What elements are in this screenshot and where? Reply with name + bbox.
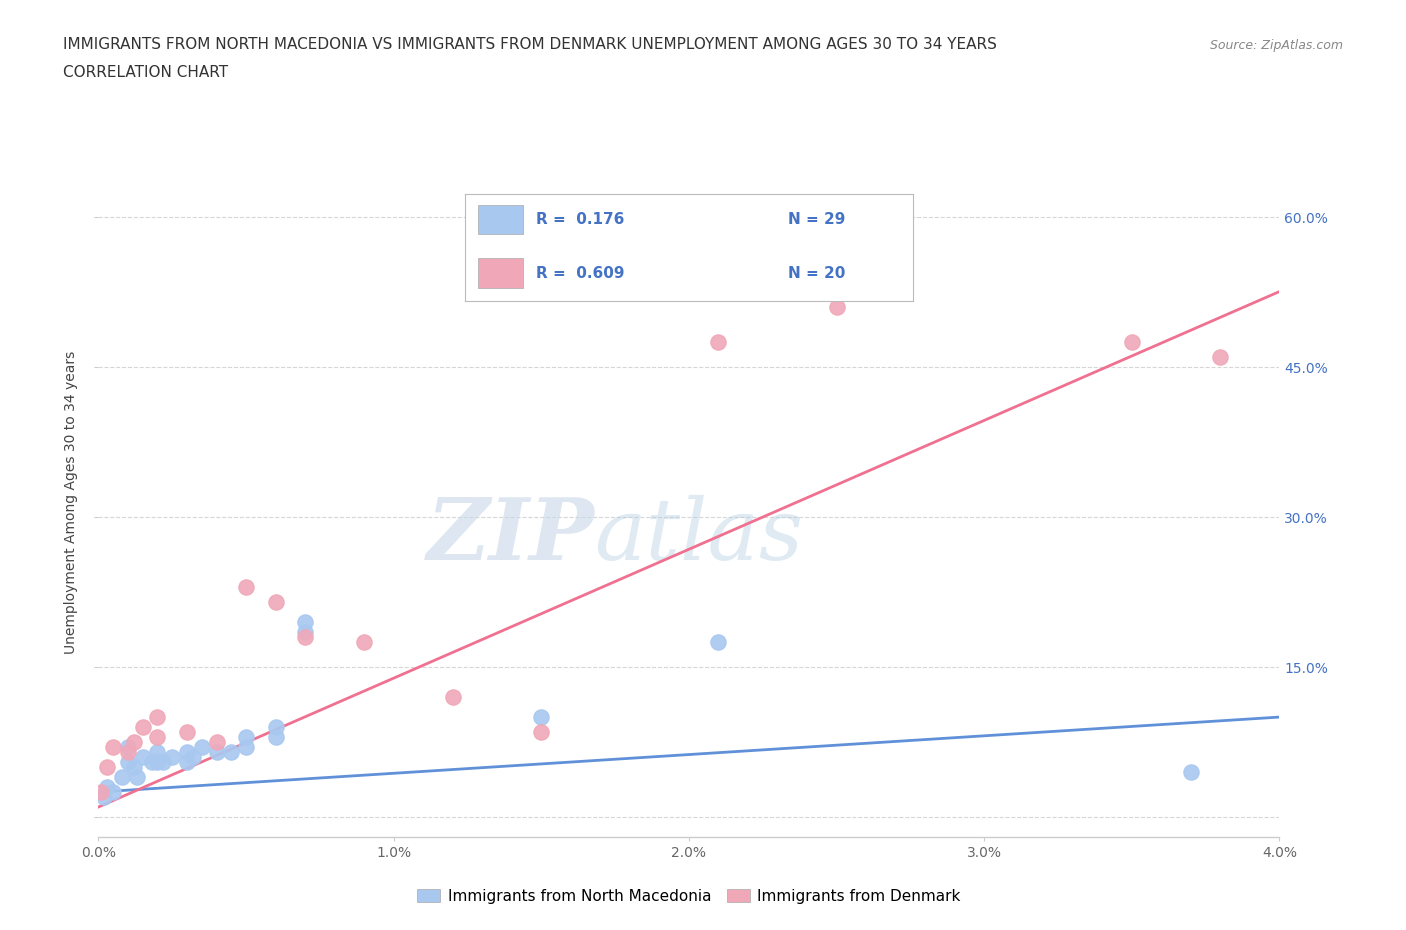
Point [235, 730, 257, 745]
Point [530, 724, 553, 739]
Point [122, 735, 145, 750]
Point [1121, 335, 1143, 350]
Point [205, 735, 228, 750]
Point [132, 720, 155, 735]
Point [90, 785, 112, 800]
Point [264, 730, 287, 745]
Point [707, 335, 730, 350]
Point [93, 790, 115, 804]
Point [294, 630, 316, 644]
Point [103, 785, 125, 800]
Point [117, 754, 139, 769]
Text: atlas: atlas [595, 495, 804, 577]
Point [441, 690, 464, 705]
Point [264, 594, 287, 609]
Point [191, 739, 214, 754]
Point [152, 754, 174, 769]
Point [264, 720, 287, 735]
Point [707, 634, 730, 649]
Point [294, 615, 316, 630]
Point [125, 770, 148, 785]
Point [1180, 764, 1202, 779]
Text: CORRELATION CHART: CORRELATION CHART [63, 65, 228, 80]
Point [162, 750, 183, 764]
Point [96, 779, 118, 794]
Point [132, 750, 155, 764]
Point [111, 770, 134, 785]
Point [530, 710, 553, 724]
Point [235, 579, 257, 594]
Point [176, 745, 198, 760]
Point [1209, 350, 1232, 365]
Point [146, 745, 169, 760]
Point [176, 754, 198, 769]
Point [103, 739, 125, 754]
Y-axis label: Unemployment Among Ages 30 to 34 years: Unemployment Among Ages 30 to 34 years [65, 351, 79, 654]
Point [825, 299, 848, 314]
Point [117, 745, 139, 760]
Text: ZIP: ZIP [426, 494, 595, 578]
Point [181, 750, 204, 764]
Text: Source: ZipAtlas.com: Source: ZipAtlas.com [1209, 39, 1343, 52]
Point [146, 710, 169, 724]
Point [176, 724, 198, 739]
Point [146, 730, 169, 745]
Point [146, 754, 169, 769]
Point [205, 745, 228, 760]
Point [235, 739, 257, 754]
Point [122, 760, 145, 775]
Point [141, 754, 163, 769]
Point [294, 625, 316, 640]
Point [117, 739, 139, 754]
Legend: Immigrants from North Macedonia, Immigrants from Denmark: Immigrants from North Macedonia, Immigra… [411, 883, 967, 910]
Text: IMMIGRANTS FROM NORTH MACEDONIA VS IMMIGRANTS FROM DENMARK UNEMPLOYMENT AMONG AG: IMMIGRANTS FROM NORTH MACEDONIA VS IMMIG… [63, 37, 997, 52]
Point [219, 745, 242, 760]
Point [96, 760, 118, 775]
Point [353, 634, 375, 649]
